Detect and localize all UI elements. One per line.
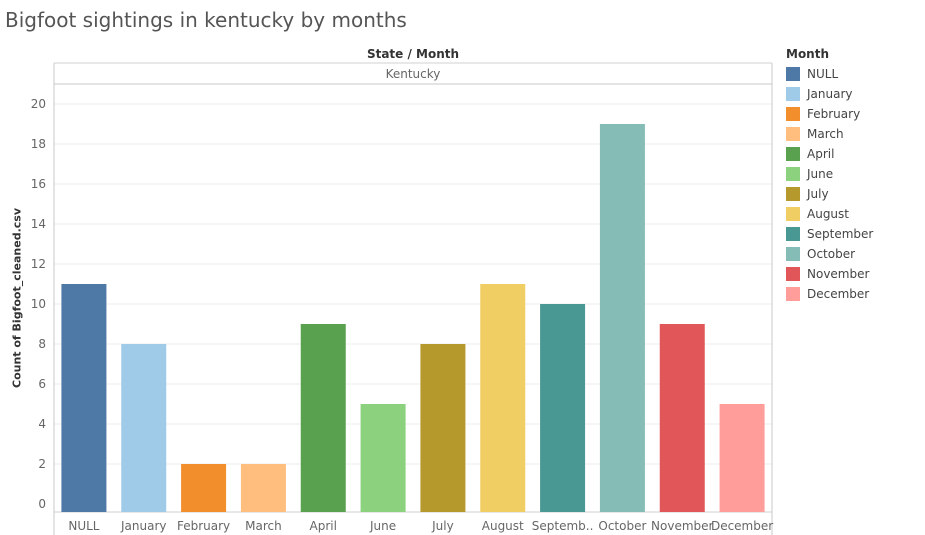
bar (599, 124, 645, 512)
y-tick-label: 2 (38, 457, 46, 471)
y-tick-label: 10 (31, 297, 46, 311)
legend-swatch (786, 267, 800, 281)
x-tick-label: March (245, 519, 282, 533)
bar (480, 284, 526, 512)
legend-item[interactable]: August (786, 204, 873, 224)
legend-swatch (786, 227, 800, 241)
panel-header: Kentucky (385, 67, 441, 81)
legend-swatch (786, 87, 800, 101)
chart-title: Bigfoot sightings in kentucky by months (5, 8, 407, 32)
x-tick-label: June (369, 519, 396, 533)
legend-label: August (807, 207, 849, 221)
column-header: State / Month (366, 47, 460, 61)
legend-label: January (807, 87, 853, 101)
y-tick-label: 20 (31, 97, 46, 111)
y-tick-label: 12 (31, 257, 46, 271)
x-tick-label: July (431, 519, 454, 533)
x-tick-label: December (711, 519, 773, 533)
legend-swatch (786, 187, 800, 201)
legend-label: March (807, 127, 844, 141)
legend-swatch (786, 247, 800, 261)
legend-item[interactable]: November (786, 264, 873, 284)
bar (61, 284, 107, 512)
legend: Month NULL January February March April June J… (786, 47, 873, 304)
y-tick-label: 18 (31, 137, 46, 151)
x-tick-label: NULL (68, 519, 99, 533)
y-tick-label: 14 (31, 217, 46, 231)
legend-item[interactable]: April (786, 144, 873, 164)
legend-title: Month (786, 47, 830, 61)
legend-swatch (786, 127, 800, 141)
y-tick-label: 16 (31, 177, 46, 191)
legend-item[interactable]: January (786, 84, 873, 104)
legend-item[interactable]: March (786, 124, 873, 144)
legend-swatch (786, 207, 800, 221)
bar (300, 324, 346, 512)
legend-label: June (807, 167, 834, 181)
legend-swatch (786, 147, 800, 161)
x-tick-label: April (310, 519, 337, 533)
bar (360, 404, 406, 512)
bar (540, 304, 586, 512)
legend-item[interactable]: September (786, 224, 873, 244)
x-tick-label: November (651, 519, 713, 533)
bar (240, 464, 286, 512)
legend-label: September (807, 227, 874, 241)
bar (181, 464, 227, 512)
legend-item[interactable]: July (786, 184, 873, 204)
legend-swatch (786, 287, 800, 301)
x-tick-label: October (598, 519, 646, 533)
x-tick-label: August (482, 519, 524, 533)
legend-label: February (807, 107, 861, 121)
legend-swatch (786, 67, 800, 81)
legend-label: April (807, 147, 835, 161)
y-tick-label: 4 (38, 417, 46, 431)
legend-label: December (807, 287, 870, 301)
y-tick-label: 0 (38, 497, 46, 511)
legend-item[interactable]: June (786, 164, 873, 184)
legend-label: NULL (807, 67, 839, 81)
bar (659, 324, 705, 512)
x-tick-label: January (120, 519, 167, 533)
legend-item[interactable]: February (786, 104, 873, 124)
legend-label: November (807, 267, 870, 281)
legend-swatch (786, 167, 800, 181)
legend-label: October (807, 247, 856, 261)
bar (420, 344, 466, 512)
legend-item[interactable]: October (786, 244, 873, 264)
x-tick-label: February (177, 519, 230, 533)
y-tick-label: 6 (38, 377, 46, 391)
y-tick-label: 8 (38, 337, 46, 351)
legend-item[interactable]: December (786, 284, 873, 304)
bar (121, 344, 167, 512)
legend-swatch (786, 107, 800, 121)
x-tick-label: Septemb.. (532, 519, 594, 533)
legend-item[interactable]: NULL (786, 64, 873, 84)
legend-label: July (807, 187, 829, 201)
bar (719, 404, 765, 512)
